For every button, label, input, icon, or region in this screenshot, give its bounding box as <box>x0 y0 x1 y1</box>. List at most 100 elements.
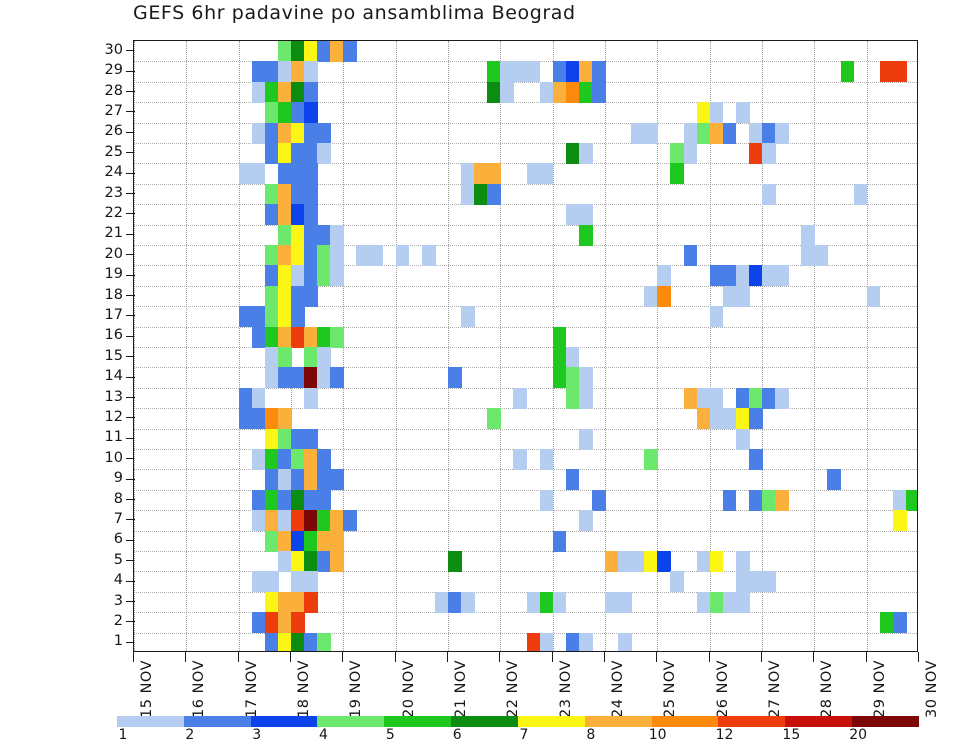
y-axis-tick-mark <box>126 233 135 235</box>
heatmap-cell <box>578 387 593 409</box>
heatmap-cell <box>317 489 331 511</box>
heatmap-cell <box>735 408 750 430</box>
heatmap-cell <box>264 245 279 266</box>
colorbar-tick-label: 12 <box>715 727 734 743</box>
x-axis-tick-label: 24 NOV <box>610 660 626 718</box>
heatmap-cell <box>722 489 737 511</box>
heatmap-cell <box>696 591 711 613</box>
heatmap-cell <box>304 530 318 552</box>
heatmap-cell <box>277 204 292 226</box>
heatmap-cell <box>291 510 305 532</box>
heatmap-cell <box>291 591 305 613</box>
grid-line-horizontal <box>134 143 917 144</box>
heatmap-cell <box>317 510 331 532</box>
heatmap-cell <box>526 61 541 83</box>
x-axis-tick-label: 30 NOV <box>924 660 940 718</box>
heatmap-cell <box>238 408 253 430</box>
y-axis-tick-mark <box>126 601 135 602</box>
heatmap-cell <box>277 122 292 144</box>
x-axis-tick-label: 23 NOV <box>557 660 574 718</box>
heatmap-cell <box>722 591 737 613</box>
heatmap-cell <box>696 408 711 430</box>
x-axis-tick-mark <box>656 652 658 662</box>
heatmap-cell <box>892 510 907 532</box>
colorbar-swatch <box>250 716 318 727</box>
heatmap-cell <box>709 387 724 409</box>
heatmap-cell <box>735 265 750 287</box>
heatmap-cell <box>291 612 305 634</box>
y-axis-tick-label: 17 <box>104 306 123 323</box>
y-axis-tick-label: 26 <box>104 123 123 140</box>
heatmap-cell <box>748 122 763 144</box>
heatmap-cell <box>343 41 357 62</box>
heatmap-cell <box>264 469 279 491</box>
heatmap-cell <box>264 591 279 613</box>
heatmap-cell <box>487 61 501 83</box>
heatmap-cell <box>552 326 567 348</box>
y-axis-tick-mark <box>126 580 135 582</box>
heatmap-cell <box>748 449 763 470</box>
heatmap-cell <box>251 612 266 634</box>
heatmap-cell <box>552 61 567 83</box>
heatmap-cell <box>317 265 331 287</box>
heatmap-cell <box>264 265 279 287</box>
colorbar-swatch <box>651 716 719 727</box>
heatmap-cell <box>264 347 279 368</box>
heatmap-cell <box>748 408 763 430</box>
heatmap-cell <box>264 122 279 144</box>
heatmap-cell <box>317 530 331 552</box>
heatmap-cell <box>500 81 514 103</box>
grid-line-horizontal <box>134 285 917 287</box>
heatmap-cell <box>291 102 305 124</box>
heatmap-cell <box>291 224 305 246</box>
heatmap-cell <box>238 306 253 328</box>
colorbar-tick-label: 4 <box>319 727 328 743</box>
heatmap-cell <box>277 102 292 124</box>
y-axis-tick-label: 30 <box>104 41 123 58</box>
heatmap-cell <box>264 285 279 307</box>
colorbar-swatch <box>517 716 585 727</box>
colorbar-swatch <box>384 716 452 727</box>
heatmap-cell <box>461 183 475 205</box>
heatmap-cell <box>277 347 292 368</box>
heatmap-cell <box>277 469 292 491</box>
y-axis-tick-mark <box>126 539 135 541</box>
heatmap-cell <box>801 224 815 246</box>
heatmap-cell <box>304 326 318 348</box>
y-axis-tick-mark <box>126 131 135 133</box>
heatmap-cell <box>775 122 789 144</box>
heatmap-cell <box>748 387 763 409</box>
x-axis-tick-label: 16 NOV <box>191 660 208 718</box>
heatmap-cell <box>264 306 279 328</box>
grid-line-vertical <box>709 41 711 651</box>
heatmap-cell <box>251 163 266 185</box>
heatmap-cell <box>578 81 593 103</box>
heatmap-cell <box>709 102 724 124</box>
heatmap-cell <box>264 408 279 430</box>
heatmap-cell <box>775 387 789 409</box>
heatmap-cell <box>291 551 305 572</box>
heatmap-cell <box>565 61 580 83</box>
heatmap-cell <box>304 183 318 205</box>
heatmap-cell <box>251 326 266 348</box>
heatmap-cell <box>814 245 828 266</box>
y-axis-tick-label: 10 <box>104 449 123 466</box>
heatmap-cell <box>251 387 266 409</box>
heatmap-cell <box>526 632 541 651</box>
x-axis-tick-mark <box>499 652 501 662</box>
heatmap-cell <box>291 428 305 450</box>
grid-line-vertical <box>605 41 606 651</box>
heatmap-cell <box>264 81 279 103</box>
grid-line-horizontal <box>134 204 917 206</box>
grid-line-horizontal <box>134 347 917 348</box>
heatmap-cell <box>840 61 855 83</box>
grid-line-horizontal <box>134 510 917 512</box>
heatmap-cell <box>879 612 894 634</box>
heatmap-cell <box>709 591 724 613</box>
y-axis-tick-mark <box>126 274 135 276</box>
heatmap-cell <box>277 265 292 287</box>
heatmap-cell <box>304 489 318 511</box>
x-axis-tick-label: 25 NOV <box>662 660 679 718</box>
heatmap-cell <box>330 551 344 572</box>
heatmap-cell <box>709 306 724 328</box>
